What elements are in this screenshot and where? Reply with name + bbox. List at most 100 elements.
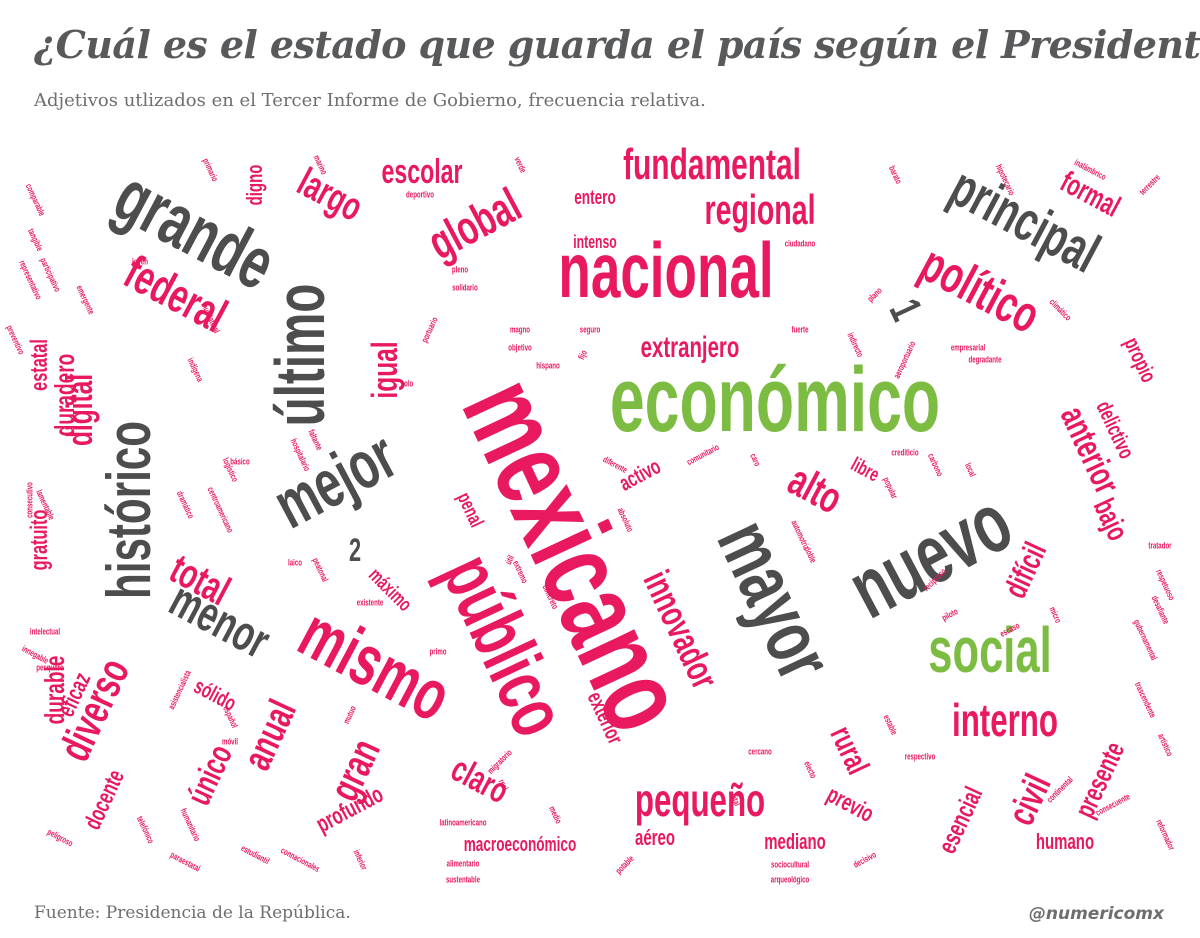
cloud-word: verde [512, 155, 529, 175]
cloud-word: asistencialista [166, 668, 193, 711]
cloud-word: histórico [95, 420, 164, 600]
cloud-word: básico [230, 456, 250, 467]
cloud-word: pesquero [36, 662, 64, 673]
cloud-word: representativo [17, 258, 44, 302]
cloud-word: anual [235, 693, 305, 777]
cloud-word: rural [823, 720, 877, 780]
cloud-word: latinoamericano [439, 817, 487, 828]
cloud-word: único [179, 739, 241, 811]
cloud-word: 2 [348, 532, 362, 568]
cloud-word: tratador [1148, 540, 1172, 551]
cloud-word: carbono [925, 451, 946, 478]
cloud-word: bajo [1086, 493, 1135, 546]
cloud-word: objetivo [508, 342, 532, 353]
cloud-word: participativo [38, 256, 63, 294]
cloud-word: fuerte [791, 324, 809, 335]
cloud-word: climático [1047, 296, 1074, 323]
cloud-word: sociocultural [770, 859, 810, 870]
cloud-word: escolar [381, 153, 463, 191]
cloud-word: mutuo [341, 704, 359, 726]
cloud-word: estable [881, 713, 900, 737]
cloud-word: alimentario [446, 858, 480, 869]
cloud-word: centroamericano [205, 485, 236, 535]
cloud-word: hispano [536, 360, 560, 371]
cloud-word: libre [847, 453, 883, 487]
cloud-word: medio [547, 804, 564, 826]
page-subtitle: Adjetivos utlizados en el Tercer Informe… [34, 90, 706, 111]
cloud-word: arqueológico [770, 874, 810, 885]
cloud-word: consecutivo [24, 482, 35, 518]
cloud-word: aéreo [635, 825, 675, 850]
cloud-word: estatal [26, 339, 53, 391]
cloud-word: primario [200, 156, 221, 183]
cloud-word: humanitario [178, 806, 203, 843]
cloud-word: esencial [931, 782, 989, 858]
cloud-word: solidario [452, 282, 478, 293]
cloud-word: respectivo [904, 751, 936, 762]
cloud-word: preventivo [4, 323, 27, 356]
cloud-word: móvil [222, 736, 238, 747]
cloud-word: artístico [1155, 731, 1176, 758]
cloud-word: gubernamental [1131, 617, 1160, 662]
cloud-word: deportivo [406, 189, 434, 200]
cloud-word: macroeconómico [463, 834, 577, 856]
cloud-word: peligroso [45, 826, 75, 849]
cloud-word: portuario [419, 315, 440, 345]
cloud-word: previo [822, 781, 879, 828]
cloud-word: caro [748, 451, 763, 468]
cloud-word: existente [356, 597, 384, 608]
cloud-word: activo [614, 453, 665, 496]
cloud-word: español [221, 704, 240, 730]
cloud-word: nuevo [833, 474, 1027, 636]
cloud-word: cercano [748, 746, 772, 757]
cloud-word: mejor [261, 416, 409, 544]
cloud-word: popular [881, 475, 900, 501]
cloud-word: fijo [576, 348, 590, 362]
page-title: ¿Cuál es el estado que guarda el país se… [34, 22, 1200, 67]
cloud-word: pequeño [634, 774, 766, 826]
cloud-word: potable [613, 853, 636, 876]
cloud-word: máximo [364, 564, 416, 616]
cloud-word: dramático [174, 489, 197, 521]
cloud-word: extranjero [640, 331, 740, 364]
cloud-word: joven [132, 256, 148, 267]
cloud-word: degradante [968, 354, 1002, 365]
cloud-word: ciudadano [784, 238, 816, 249]
cloud-word: local [962, 461, 978, 479]
cloud-word: magno [509, 324, 531, 335]
cloud-word: duradero [49, 353, 80, 437]
cloud-word: alto [780, 455, 851, 524]
cloud-word: docente [79, 765, 131, 834]
cloud-word: inferior [351, 848, 370, 872]
cloud-word: humano [1035, 829, 1095, 854]
cloud-word: mismo [286, 592, 464, 738]
cloud-word: entero [574, 187, 616, 209]
cloud-word: crediticio [891, 447, 919, 458]
cloud-word: seguro [579, 324, 601, 335]
source-note: Fuente: Presidencia de la República. [34, 903, 351, 923]
cloud-word: largo [290, 159, 370, 231]
cloud-word: paraestatal [168, 849, 202, 874]
cloud-word: indígena [185, 356, 206, 384]
cloud-word: nacional [558, 226, 774, 314]
cloud-word: 1 [879, 291, 932, 328]
cloud-word: mediano [764, 829, 826, 854]
cloud-word: terrestre [1137, 172, 1162, 197]
cloud-word: igual [364, 341, 405, 399]
cloud-word: mayor [700, 506, 851, 693]
cloud-word: intenso [573, 232, 617, 252]
cloud-word: interno [951, 694, 1059, 746]
cloud-word: global [419, 178, 530, 271]
author-handle: @numericomx [1028, 904, 1164, 924]
cloud-word: faltante [306, 427, 325, 452]
cloud-word: económico [609, 349, 941, 451]
cloud-word: pleno [451, 264, 469, 275]
cloud-word: digno [242, 164, 267, 206]
cloud-word: barato [886, 164, 904, 186]
cloud-word: fundamental [623, 140, 801, 189]
cloud-word: electo [802, 759, 819, 780]
cloud-word: reformador [1154, 817, 1177, 852]
cloud-word: comparable [23, 182, 48, 218]
cloud-word: solo [400, 378, 414, 389]
